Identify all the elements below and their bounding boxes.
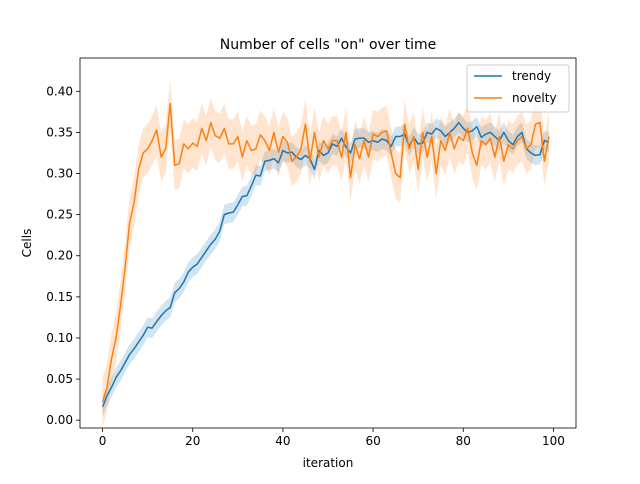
chart-title: Number of cells "on" over time <box>220 37 437 53</box>
y-tick-label: 0.00 <box>46 413 73 427</box>
legend-label-novelty: novelty <box>512 91 557 105</box>
x-tick-label: 60 <box>365 434 380 448</box>
x-tick-label: 0 <box>99 434 107 448</box>
y-tick-label: 0.15 <box>46 290 73 304</box>
y-tick-label: 0.10 <box>46 331 73 345</box>
y-tick-label: 0.40 <box>46 84 73 98</box>
x-axis-ticks: 0 20 40 60 80 100 <box>99 428 565 448</box>
x-axis-label: iteration <box>303 456 354 470</box>
x-tick-label: 40 <box>275 434 290 448</box>
y-tick-label: 0.30 <box>46 167 73 181</box>
x-tick-label: 100 <box>542 434 565 448</box>
series-line-trendy <box>101 121 550 408</box>
confidence-band-trendy <box>102 112 549 417</box>
legend: trendy novelty <box>466 64 570 113</box>
legend-label-trendy: trendy <box>512 69 551 83</box>
y-axis-ticks: 0.00 0.05 0.10 0.15 0.20 0.25 0.30 0.35 0.40 <box>46 84 80 427</box>
y-tick-label: 0.20 <box>46 249 73 263</box>
y-tick-label: 0.35 <box>46 125 73 139</box>
x-tick-label: 20 <box>185 434 200 448</box>
series-lines <box>101 102 550 408</box>
series-line-novelty <box>101 102 550 403</box>
x-tick-label: 80 <box>456 434 471 448</box>
y-tick-label: 0.05 <box>46 372 73 386</box>
y-axis-label: Cells <box>20 229 34 258</box>
plot-frame <box>79 57 577 429</box>
y-tick-label: 0.25 <box>46 208 73 222</box>
